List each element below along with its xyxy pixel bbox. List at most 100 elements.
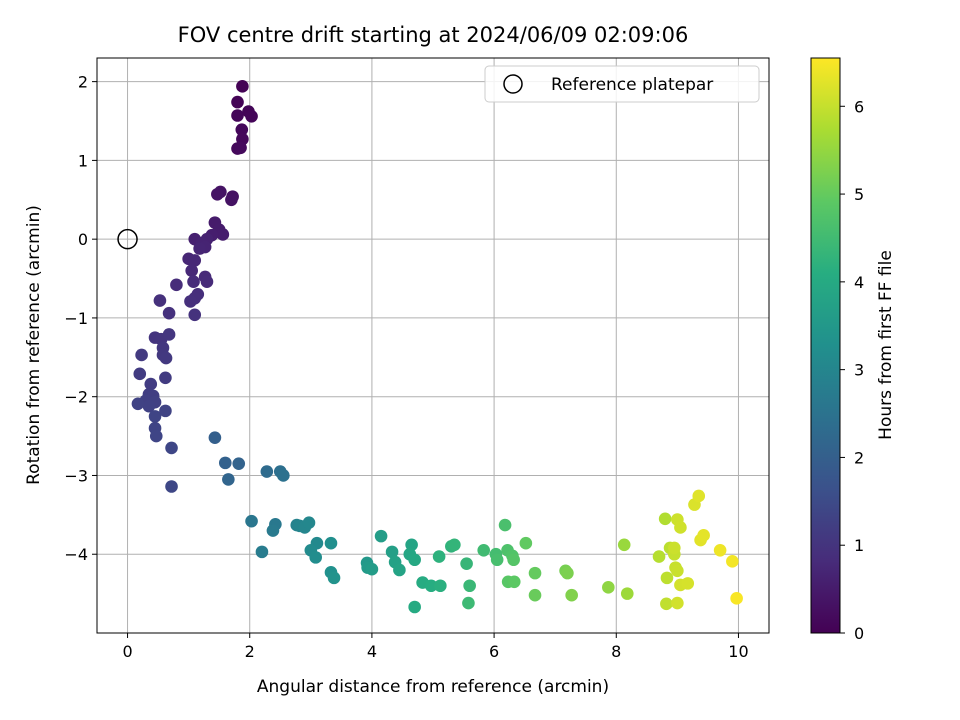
scatter-point	[671, 564, 684, 578]
y-tick-label: 2	[78, 73, 88, 92]
scatter-point	[697, 529, 710, 542]
scatter-point	[507, 553, 520, 567]
scatter-point	[668, 541, 681, 555]
scatter-point	[477, 543, 491, 557]
scatter-point	[658, 512, 672, 526]
scatter-point	[528, 588, 542, 602]
scatter-point	[255, 545, 269, 559]
y-axis-label: Rotation from reference (arcmin)	[24, 205, 44, 485]
scatter-point	[222, 473, 235, 486]
x-tick-label: 6	[489, 642, 499, 661]
colorbar-tick-label: 3	[854, 361, 864, 380]
scatter-point	[142, 399, 156, 413]
scatter-point	[170, 278, 183, 292]
x-tick-label: 2	[245, 642, 255, 661]
x-tick-label: 10	[728, 642, 748, 661]
scatter-point	[507, 575, 521, 589]
scatter-point	[490, 553, 504, 567]
scatter-point	[463, 579, 476, 593]
colorbar-tick-label: 4	[854, 273, 864, 292]
scatter-point	[309, 551, 323, 564]
scatter-point	[434, 579, 447, 593]
scatter-point	[133, 367, 147, 381]
scatter-point	[374, 529, 388, 543]
scatter-point	[188, 254, 202, 267]
x-axis-ticks: 0 2 4 6 8 10	[122, 633, 749, 661]
scatter-point	[135, 348, 148, 362]
scatter-point	[184, 295, 197, 308]
x-tick-label: 8	[611, 642, 621, 661]
scatter-point	[462, 596, 475, 610]
y-tick-label: −4	[64, 545, 88, 564]
y-tick-label: 0	[78, 230, 88, 249]
scatter-point	[327, 571, 341, 585]
y-tick-label: −1	[64, 309, 88, 328]
scatter-point	[498, 518, 512, 532]
legend-label: Reference platepar	[551, 75, 713, 95]
scatter-point	[149, 429, 163, 443]
scatter-point	[266, 524, 280, 537]
scatter-point	[692, 489, 706, 503]
scatter-point	[277, 469, 290, 482]
scatter-point	[231, 95, 244, 109]
colorbar-label: Hours from first FF file	[876, 250, 896, 440]
scatter-point	[211, 187, 224, 201]
scatter-point	[148, 410, 162, 423]
scatter-point	[159, 404, 172, 418]
reference-platepar-marker	[117, 228, 138, 250]
x-tick-label: 4	[367, 642, 377, 661]
y-tick-label: 1	[78, 151, 88, 170]
scatter-point	[188, 308, 202, 322]
scatter-point	[726, 555, 739, 568]
scatter-point	[131, 397, 145, 411]
plot-frame	[96, 57, 770, 634]
scatter-point	[302, 516, 316, 530]
scatter-point	[165, 441, 178, 455]
chart-title: FOV centre drift starting at 2024/06/09 …	[178, 23, 689, 47]
scatter-point	[561, 566, 574, 580]
colorbar-tick-label: 1	[854, 536, 864, 555]
scatter-point	[565, 588, 578, 602]
scatter-point	[193, 242, 206, 255]
legend-box	[484, 65, 760, 103]
scatter-point	[208, 431, 222, 444]
scatter-point	[231, 109, 244, 122]
scatter-point	[245, 109, 258, 123]
scatter-point	[681, 577, 695, 590]
scatter-point	[393, 563, 406, 577]
scatter-point	[260, 465, 274, 478]
scatter-point	[159, 371, 172, 385]
scatter-points	[131, 80, 743, 614]
legend: Reference platepar	[484, 65, 760, 103]
scatter-point	[528, 566, 542, 580]
scatter-point	[236, 80, 249, 93]
scatter-point	[153, 294, 167, 307]
scatter-point	[235, 123, 249, 136]
scatter-point	[730, 592, 743, 605]
scatter-point	[408, 553, 421, 567]
reference-marker-layer	[117, 228, 138, 250]
colorbar-ticks: 0 1 2 3 4 5 6	[840, 97, 864, 643]
colorbar: 0 1 2 3 4 5 6 Hours from first FF file	[810, 57, 896, 643]
scatter-point	[448, 538, 461, 552]
x-tick-label: 0	[122, 642, 132, 661]
scatter-point	[245, 514, 258, 528]
scatter-point	[159, 351, 173, 365]
scatter-point	[602, 581, 615, 594]
y-axis-ticks: −4 −3 −2 −1 0 1 2	[64, 73, 97, 564]
scatter-point	[232, 457, 246, 470]
scatter-point	[408, 600, 421, 614]
colorbar-tick-label: 0	[854, 624, 864, 643]
y-tick-label: −3	[64, 466, 88, 485]
x-axis-label: Angular distance from reference (arcmin)	[257, 677, 609, 697]
colorbar-frame	[810, 57, 841, 634]
scatter-point	[519, 536, 533, 550]
scatter-point	[617, 538, 631, 552]
scatter-point	[162, 328, 176, 341]
scatter-point	[620, 587, 634, 600]
scatter-point	[660, 597, 673, 611]
scatter-point	[365, 562, 379, 576]
scatter-point	[200, 275, 214, 288]
scatter-point	[187, 275, 200, 288]
